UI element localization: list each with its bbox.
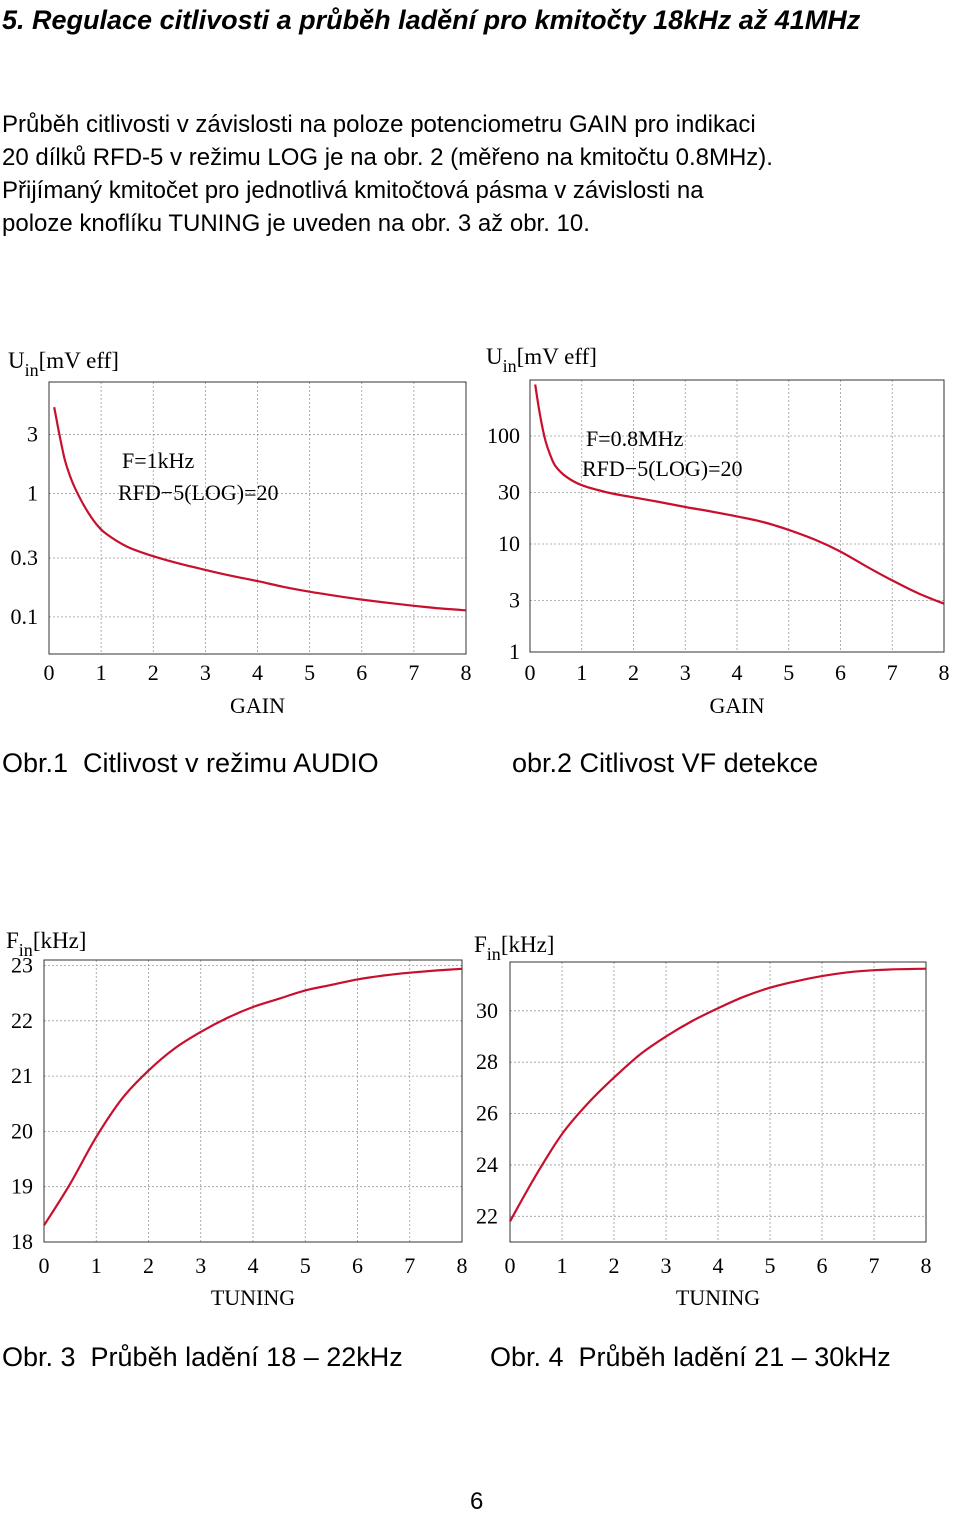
data-curve [53,406,467,612]
x-tick-label: 1 [91,1253,102,1278]
x-tick-label: 1 [557,1253,568,1278]
x-tick-label: 2 [609,1253,620,1278]
x-axis-label: TUNING [676,1285,760,1310]
plot-frame [43,959,463,1243]
y-tick-label: 1 [27,480,38,505]
y-tick-label: 30 [498,479,520,504]
chart-annotation: F=0.8MHz [586,426,684,451]
paragraph-line: 20 dílků RFD-5 v režimu LOG je na obr. 2… [2,144,773,171]
x-tick-label: 4 [732,660,743,685]
y-tick-label: 19 [11,1174,33,1199]
x-tick-label: 7 [408,660,419,685]
x-tick-label: 0 [525,660,536,685]
body-paragraph: Průběh citlivosti v závislosti na poloze… [2,108,956,240]
chart-annotation: RFD−5(LOG)=20 [118,480,278,505]
y-tick-label: 3 [509,587,520,612]
x-tick-label: 2 [148,660,159,685]
y-axis-label: Uin[mV eff] [486,344,597,376]
figure-caption: obr.2 Citlivost VF detekce [512,748,819,778]
x-tick-label: 8 [461,660,472,685]
y-tick-label: 0.3 [11,545,39,570]
plot-frame [48,381,467,655]
x-axis-label: TUNING [211,1285,295,1310]
y-tick-label: 28 [476,1049,498,1074]
y-tick-label: 24 [476,1152,498,1177]
data-curve [509,967,927,1222]
x-tick-label: 8 [457,1253,468,1278]
x-tick-label: 6 [356,660,367,685]
x-axis-label: GAIN [710,693,765,718]
figure-caption: Obr. 3 Průběh ladění 18 – 22kHz [2,1342,403,1372]
x-tick-label: 6 [352,1253,363,1278]
x-tick-label: 8 [939,660,950,685]
x-tick-label: 3 [200,660,211,685]
x-tick-label: 5 [304,660,315,685]
paragraph-line: Přijímaný kmitočet pro jednotlivá kmitoč… [2,177,704,204]
x-tick-label: 0 [39,1253,50,1278]
x-tick-label: 6 [817,1253,828,1278]
plot-frame [529,379,945,653]
y-tick-label: 22 [11,1008,33,1033]
figure-caption: Obr. 4 Průběh ladění 21 – 30kHz [490,1342,891,1372]
y-tick-label: 30 [476,998,498,1023]
chart-annotation: F=1kHz [122,448,195,473]
data-curve [43,967,463,1226]
x-tick-label: 8 [921,1253,932,1278]
y-tick-label: 22 [476,1203,498,1228]
figure-caption: Obr.1 Citlivost v režimu AUDIO [2,748,379,778]
paragraph-line: poloze knoflíku TUNING je uveden na obr.… [2,210,590,237]
paragraph-line: Průběh citlivosti v závislosti na poloze… [2,111,756,138]
y-axis-label: Uin[mV eff] [8,348,119,380]
y-tick-label: 18 [11,1229,33,1254]
x-tick-label: 4 [713,1253,724,1278]
x-tick-label: 7 [887,660,898,685]
y-tick-label: 10 [498,531,520,556]
x-tick-label: 1 [576,660,587,685]
data-curve [534,384,945,605]
x-tick-label: 2 [628,660,639,685]
section-heading: 5. Regulace citlivosti a průběh ladění p… [2,5,861,35]
page-number: 6 [470,1488,484,1515]
x-tick-label: 0 [44,660,55,685]
y-tick-label: 100 [487,423,520,448]
x-tick-label: 7 [869,1253,880,1278]
y-tick-label: 3 [27,422,38,447]
x-tick-label: 5 [783,660,794,685]
y-tick-label: 20 [11,1118,33,1143]
x-tick-label: 2 [143,1253,154,1278]
x-tick-label: 3 [680,660,691,685]
x-tick-label: 3 [661,1253,672,1278]
x-tick-label: 5 [300,1253,311,1278]
x-tick-label: 4 [252,660,263,685]
plot-frame [509,961,927,1243]
x-tick-label: 1 [96,660,107,685]
y-axis-label: Fin[kHz] [6,928,86,960]
x-tick-label: 5 [765,1253,776,1278]
x-axis-label: GAIN [230,693,285,718]
y-tick-label: 26 [476,1101,498,1126]
chart-annotation: RFD−5(LOG)=20 [582,456,742,481]
y-tick-label: 0.1 [11,604,39,629]
y-axis-label: Fin[kHz] [474,932,554,964]
y-tick-label: 21 [11,1063,33,1088]
x-tick-label: 0 [505,1253,516,1278]
x-tick-label: 4 [248,1253,259,1278]
x-tick-label: 3 [195,1253,206,1278]
y-tick-label: 1 [509,639,520,664]
y-tick-label: 23 [11,953,33,978]
x-tick-label: 7 [404,1253,415,1278]
x-tick-label: 6 [835,660,846,685]
